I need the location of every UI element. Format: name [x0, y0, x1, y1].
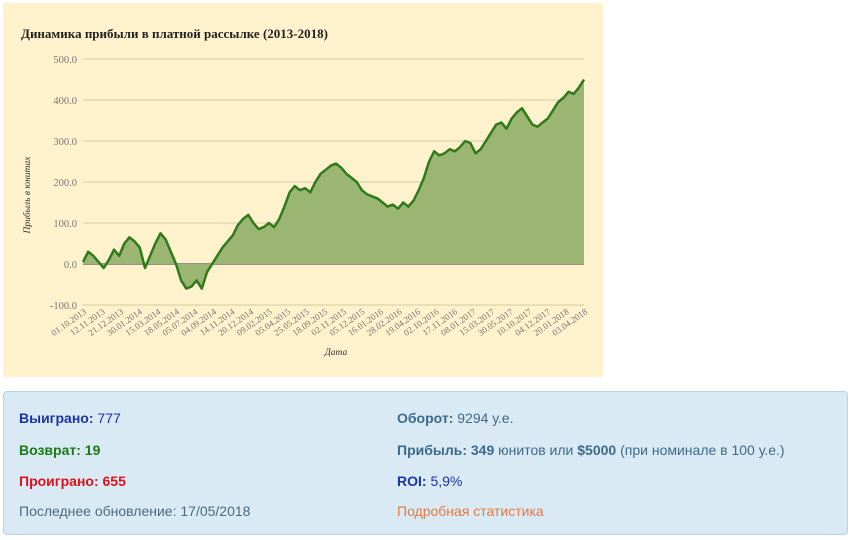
y-tick-label: 200.0: [53, 178, 77, 189]
profit-chart: Динамика прибыли в платной рассылке (201…: [21, 26, 590, 358]
last-updated: Последнее обновление: 17/05/2018: [19, 503, 251, 519]
roi-label: ROI:: [397, 473, 427, 489]
stat-return: Возврат: 19: [19, 442, 100, 458]
chart-title: Динамика прибыли в платной рассылке (201…: [21, 26, 328, 41]
y-tick-label: 400.0: [53, 96, 77, 107]
profit-label: Прибыль:: [397, 442, 467, 458]
profit-units: 349: [470, 442, 495, 458]
roi-value: 5,9%: [430, 473, 463, 489]
stat-turnover: Оборот: 9294 у.е.: [397, 410, 513, 426]
won-label: Выиграно:: [19, 410, 94, 426]
y-tick-label: 500.0: [53, 55, 77, 66]
detailed-stats-link[interactable]: Подробная статистика: [397, 503, 544, 519]
stat-profit: Прибыль: 349 юнитов или $5000 (при номин…: [397, 442, 785, 458]
lost-label: Проиграно:: [19, 473, 99, 489]
x-axis-ticks: 01.10.201312.11.201321.12.201330.01.2014…: [49, 306, 589, 338]
won-value: 777: [97, 410, 121, 426]
series-line: [81, 78, 586, 290]
y-axis-ticks: -100.0 0.0 100.0 200.0 300.0 400.0 500.0: [50, 55, 77, 312]
profit-note: (при номинале в 100 у.е.): [620, 442, 785, 458]
series-area: [81, 78, 586, 290]
profit-money: $5000: [577, 442, 617, 458]
return-value: 19: [84, 442, 101, 458]
stat-lost: Проиграно: 655: [19, 473, 126, 489]
profit-mid: юнитов или: [498, 442, 574, 458]
x-axis-label: Дата: [324, 348, 348, 358]
y-axis-label: Прибыль в юнитах: [22, 156, 33, 235]
y-tick-label: 300.0: [53, 137, 77, 148]
y-tick-label: -100.0: [50, 301, 77, 312]
turnover-label: Оборот:: [397, 410, 454, 426]
y-tick-label: 0.0: [64, 260, 77, 271]
stats-panel: Выиграно: 777 Возврат: 19 Проиграно: 655…: [3, 391, 848, 535]
stat-won: Выиграно: 777: [19, 410, 121, 426]
chart-panel: Динамика прибыли в платной рассылке (201…: [3, 3, 603, 377]
series-fill: [83, 79, 584, 289]
stat-roi: ROI: 5,9%: [397, 473, 462, 489]
return-label: Возврат:: [19, 442, 81, 458]
turnover-value: 9294 у.е.: [457, 410, 514, 426]
y-tick-label: 100.0: [53, 219, 77, 230]
lost-value: 655: [102, 473, 126, 489]
